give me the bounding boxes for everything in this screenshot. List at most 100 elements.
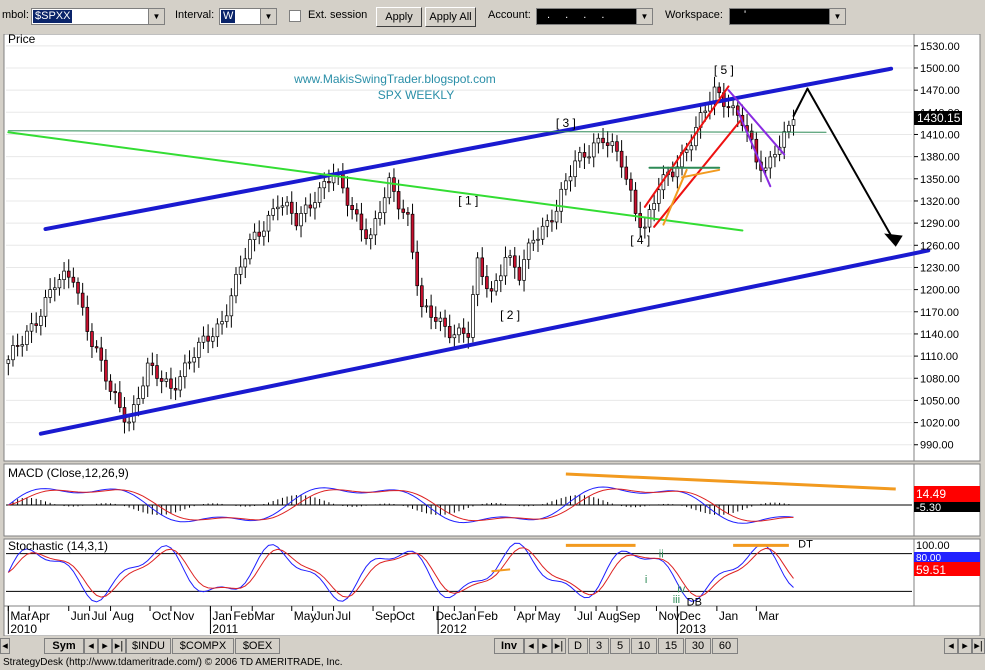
- candle-down: [99, 347, 104, 361]
- prev-symbol-button[interactable]: ◂: [84, 638, 98, 654]
- x-tick-label: Nov: [173, 609, 194, 623]
- interval-60[interactable]: 60: [712, 638, 738, 654]
- candle-up: [43, 297, 48, 317]
- apply-all-button[interactable]: Apply All: [425, 7, 476, 27]
- last-interval-button[interactable]: ▸|: [552, 638, 566, 654]
- account-combo[interactable]: . . . . ▼: [536, 8, 653, 25]
- candle-down: [461, 327, 466, 334]
- y-tick-label: 1110.00: [920, 351, 958, 363]
- next-symbol-button[interactable]: ▸: [98, 638, 112, 654]
- x-tick-label: Jan: [212, 609, 231, 623]
- candle-up: [378, 212, 382, 219]
- candle-up: [127, 421, 131, 424]
- candle-up: [229, 295, 234, 317]
- candle-up: [652, 203, 656, 210]
- tab-oex[interactable]: $OEX: [235, 638, 280, 654]
- interval-5[interactable]: 5: [610, 638, 630, 654]
- scroll-right-button-2[interactable]: ▸: [958, 638, 972, 654]
- tab-compx[interactable]: $COMPX: [172, 638, 234, 654]
- x-tick-label: May: [538, 609, 561, 623]
- x-tick-label: Dec: [679, 609, 700, 623]
- ext-session-checkbox[interactable]: [289, 10, 301, 22]
- chevron-down-icon[interactable]: ▼: [636, 9, 652, 24]
- chevron-down-icon[interactable]: ▼: [148, 9, 164, 24]
- interval-10[interactable]: 10: [631, 638, 657, 654]
- candle-down: [350, 205, 354, 211]
- workspace-value[interactable]: ': [744, 9, 747, 21]
- candle-down: [108, 380, 113, 392]
- candle-down: [401, 208, 406, 213]
- candle-up: [573, 160, 577, 178]
- horizontal-resistance-line: [7, 130, 827, 133]
- symbol-combo[interactable]: $SPXX ▼: [31, 8, 165, 25]
- x-year-label: 2010: [10, 622, 37, 636]
- x-tick-label: Jul: [92, 609, 107, 623]
- scroll-right-button[interactable]: ◂: [944, 638, 958, 654]
- candle-up: [178, 376, 183, 391]
- stochastic-annotation: iv: [677, 583, 685, 595]
- chevron-down-icon[interactable]: ▼: [260, 9, 276, 24]
- candle-up: [499, 275, 503, 282]
- stochastic-panel[interactable]: [3, 538, 915, 607]
- interval-combo[interactable]: W ▼: [219, 8, 277, 25]
- account-label: Account:: [488, 9, 531, 21]
- macd-value: 14.49: [916, 487, 946, 501]
- candle-up: [224, 315, 229, 322]
- wave-label: [ 3 ]: [556, 116, 576, 130]
- candle-up: [48, 289, 52, 298]
- candle-down: [629, 178, 633, 191]
- tab-indu[interactable]: $INDU: [126, 638, 171, 654]
- symbol-label: mbol:: [2, 9, 29, 21]
- workspace-label: Workspace:: [665, 9, 723, 21]
- x-tick-label: Feb: [233, 609, 254, 623]
- interval-value[interactable]: W: [221, 10, 236, 23]
- candle-up: [564, 180, 568, 190]
- y-tick-label: 1410.00: [920, 129, 960, 141]
- candle-up: [471, 294, 475, 338]
- candle-up: [559, 188, 564, 212]
- bottom-bar: ◂ Sym ◂ ▸ ▸| $INDU $COMPX $OEX Inv ◂ ▸ ▸…: [0, 636, 985, 656]
- candle-down: [466, 333, 471, 338]
- last-symbol-button[interactable]: ▸|: [112, 638, 126, 654]
- candle-up: [262, 230, 266, 237]
- scroll-end-button[interactable]: ▸|: [972, 638, 985, 654]
- candle-down: [345, 187, 350, 206]
- inv-button[interactable]: Inv: [494, 638, 524, 654]
- interval-30[interactable]: 30: [685, 638, 711, 654]
- sym-button[interactable]: Sym: [44, 638, 84, 654]
- candle-down: [624, 166, 629, 180]
- candle-up: [276, 206, 280, 210]
- candle-down: [364, 229, 368, 240]
- price-panel[interactable]: [3, 34, 915, 462]
- candle-up: [192, 357, 196, 363]
- scroll-left-button[interactable]: ◂: [0, 638, 10, 654]
- candle-down: [447, 326, 452, 339]
- candle-up: [540, 225, 545, 240]
- x-tick-label: Aug: [598, 609, 619, 623]
- account-value[interactable]: . . . .: [547, 9, 611, 21]
- y-tick-label: 1290.00: [920, 218, 960, 230]
- candle-up: [382, 197, 387, 214]
- macd-panel[interactable]: [3, 463, 915, 537]
- candle-down: [34, 323, 38, 326]
- y-tick-label: 1230.00: [920, 262, 960, 274]
- next-interval-button[interactable]: ▸: [538, 638, 552, 654]
- candle-up: [522, 259, 526, 281]
- interval-d[interactable]: D: [568, 638, 588, 654]
- stochastic-d-line: [7, 547, 794, 598]
- chevron-down-icon[interactable]: ▼: [829, 9, 845, 24]
- workspace-combo[interactable]: ' ▼: [729, 8, 846, 25]
- wave-label: [ 1 ]: [458, 194, 478, 208]
- candle-up: [52, 287, 57, 291]
- candle-down: [601, 137, 605, 144]
- interval-15[interactable]: 15: [658, 638, 684, 654]
- candle-up: [62, 270, 66, 280]
- x-tick-label: Oct: [396, 609, 415, 623]
- apply-button[interactable]: Apply: [376, 7, 422, 27]
- candle-up: [11, 345, 15, 361]
- interval-3[interactable]: 3: [589, 638, 609, 654]
- symbol-value[interactable]: $SPXX: [33, 10, 73, 23]
- macd-signal-line: [8, 488, 794, 522]
- prev-interval-button[interactable]: ◂: [524, 638, 538, 654]
